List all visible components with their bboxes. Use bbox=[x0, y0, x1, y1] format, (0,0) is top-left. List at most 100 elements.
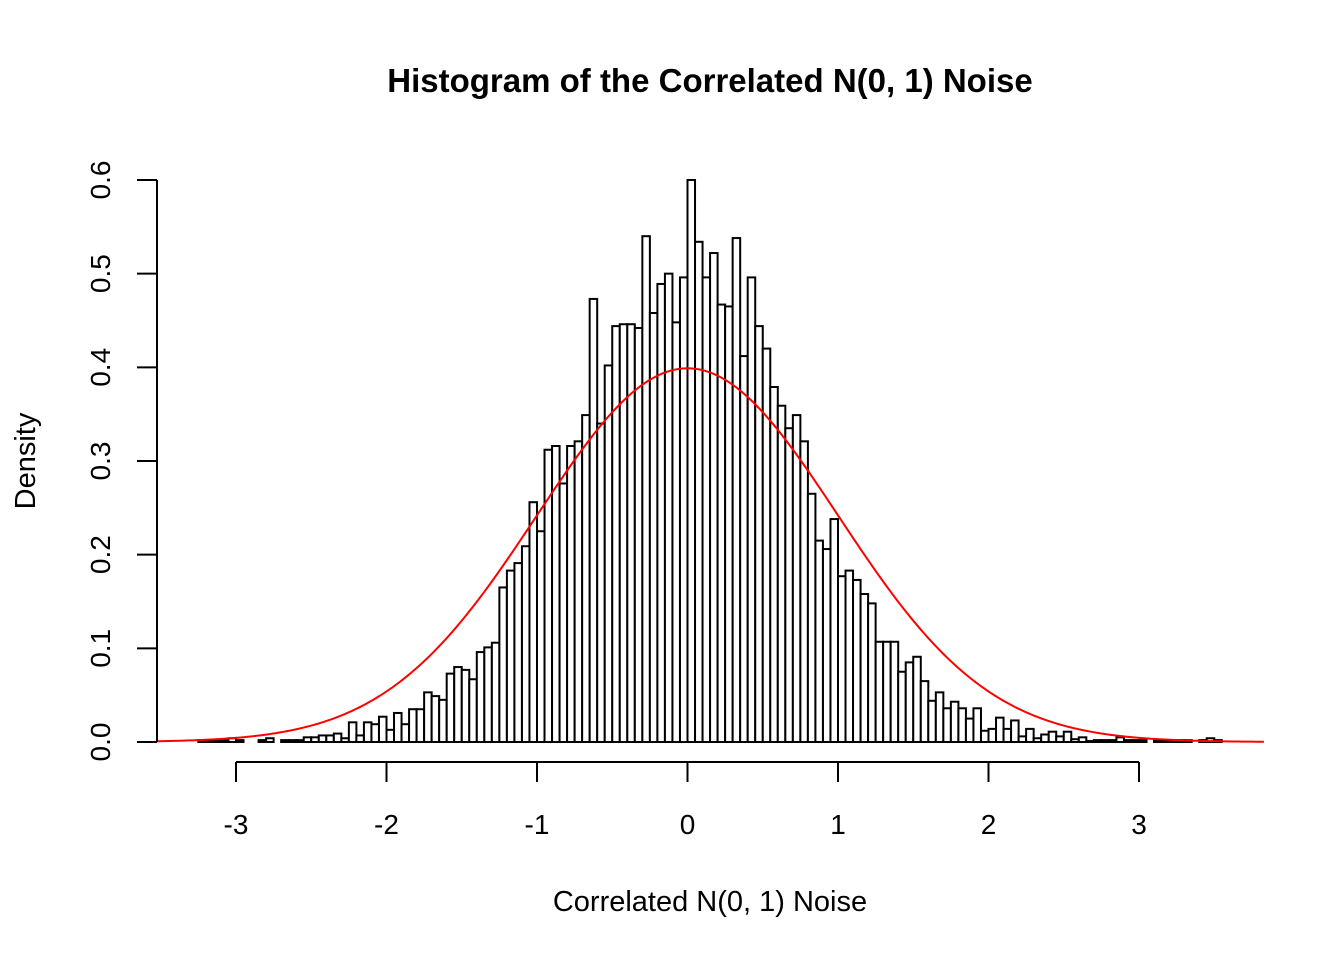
histogram-bar bbox=[302, 736, 313, 744]
histogram-bar bbox=[814, 539, 824, 743]
histogram-bar bbox=[656, 282, 666, 743]
histogram-bar bbox=[1107, 739, 1118, 743]
histogram-bar bbox=[460, 668, 471, 743]
histogram-bar bbox=[1040, 733, 1050, 744]
x-tick-label: 0 bbox=[680, 809, 696, 840]
histogram-bar bbox=[964, 717, 975, 744]
histogram-bar bbox=[385, 728, 396, 743]
histogram-bar bbox=[1138, 739, 1148, 743]
histogram-bar bbox=[528, 501, 538, 743]
histogram-bar bbox=[784, 427, 794, 743]
y-axis: 0.0 0.1 0.2 0.3 0.4 0.5 0.6 bbox=[85, 161, 158, 762]
histogram-bar bbox=[468, 678, 478, 743]
y-tick-label: 0.4 bbox=[85, 348, 116, 387]
y-tick-label: 0.0 bbox=[85, 723, 116, 762]
histogram-bar bbox=[882, 640, 892, 743]
histogram-bar bbox=[746, 276, 757, 743]
histogram-bar bbox=[701, 276, 712, 743]
histogram-bar bbox=[317, 734, 328, 744]
histogram-bar bbox=[295, 739, 305, 743]
histogram-bar bbox=[1032, 737, 1043, 743]
histogram-bar bbox=[942, 707, 952, 744]
histogram-bar bbox=[513, 562, 523, 743]
histogram-bar bbox=[280, 739, 290, 743]
histogram-bar bbox=[927, 699, 937, 744]
histogram-bar bbox=[867, 602, 877, 744]
histogram-bar bbox=[852, 578, 862, 744]
histogram-bar bbox=[355, 734, 365, 744]
histogram-bar bbox=[581, 414, 591, 743]
histogram-bar bbox=[558, 482, 569, 743]
histogram-bar bbox=[671, 321, 681, 743]
histogram-bar bbox=[686, 178, 697, 744]
y-tick-label: 0.2 bbox=[85, 535, 116, 574]
histogram-bar bbox=[1055, 735, 1065, 744]
histogram-bar bbox=[724, 305, 734, 743]
histogram-bar bbox=[829, 518, 839, 744]
histogram-bar bbox=[874, 640, 885, 743]
histogram-bar bbox=[1092, 739, 1103, 743]
histogram-bar bbox=[1130, 739, 1140, 743]
histogram-bar bbox=[438, 698, 448, 744]
histogram-bars bbox=[197, 178, 1223, 744]
histogram-bar bbox=[566, 445, 576, 743]
x-tick-label: 1 bbox=[830, 809, 846, 840]
histogram-bar bbox=[370, 723, 380, 743]
histogram-bar bbox=[979, 729, 990, 743]
histogram-bar bbox=[663, 272, 674, 743]
histogram-bar bbox=[212, 739, 222, 743]
histogram-bar bbox=[1153, 739, 1163, 743]
x-tick-label: -1 bbox=[525, 809, 550, 840]
histogram-bar bbox=[716, 303, 727, 743]
histogram-bar bbox=[904, 661, 915, 743]
histogram-bar bbox=[415, 708, 426, 744]
histogram-bar bbox=[754, 325, 764, 743]
normal-density-curve bbox=[156, 367, 1264, 743]
histogram-bar bbox=[821, 548, 832, 743]
histogram-bar bbox=[957, 707, 967, 744]
histogram-bar bbox=[739, 355, 749, 743]
histogram-bar bbox=[475, 651, 486, 743]
histogram-bar bbox=[453, 666, 463, 744]
histogram-bar bbox=[949, 700, 960, 744]
histogram-bar bbox=[611, 325, 621, 743]
histogram-bar bbox=[408, 708, 418, 744]
histogram-bar bbox=[347, 721, 358, 743]
histogram-bar bbox=[536, 530, 546, 743]
histogram-bar bbox=[806, 492, 817, 743]
histogram-bar bbox=[430, 695, 441, 743]
histogram-bar bbox=[731, 237, 742, 744]
x-tick-label: 2 bbox=[981, 809, 997, 840]
histogram-bar bbox=[1047, 730, 1058, 743]
histogram-bar bbox=[596, 422, 606, 743]
histogram-bar bbox=[995, 716, 1005, 744]
histogram-bar bbox=[603, 364, 614, 743]
histogram-bar bbox=[776, 404, 787, 743]
histogram-bar bbox=[678, 276, 689, 743]
histogram-bar bbox=[400, 723, 411, 743]
histogram-bar bbox=[332, 732, 343, 744]
histogram-bar bbox=[799, 440, 809, 743]
y-tick-label: 0.6 bbox=[85, 161, 116, 200]
histogram-bar bbox=[393, 711, 403, 743]
histogram-bar bbox=[912, 655, 922, 744]
histogram-bar bbox=[257, 739, 268, 743]
x-axis: -3 -2 -1 0 1 2 3 bbox=[224, 761, 1147, 840]
histogram-bar bbox=[761, 347, 772, 743]
histogram-bar bbox=[219, 739, 230, 743]
y-tick-label: 0.1 bbox=[85, 629, 116, 668]
y-tick-label: 0.5 bbox=[85, 254, 116, 293]
histogram-bar bbox=[573, 440, 584, 743]
histogram-bar bbox=[1002, 727, 1013, 744]
histogram-bar bbox=[769, 385, 779, 743]
histogram-bar bbox=[340, 737, 350, 743]
histogram-bar bbox=[641, 235, 651, 743]
histogram-bar bbox=[310, 736, 320, 744]
histogram-bar bbox=[1070, 738, 1080, 743]
histogram-bar bbox=[1062, 730, 1073, 743]
histogram-bar bbox=[694, 240, 704, 744]
histogram-bar bbox=[837, 575, 847, 743]
histogram-bar bbox=[520, 545, 531, 743]
histogram-bar bbox=[362, 721, 373, 743]
